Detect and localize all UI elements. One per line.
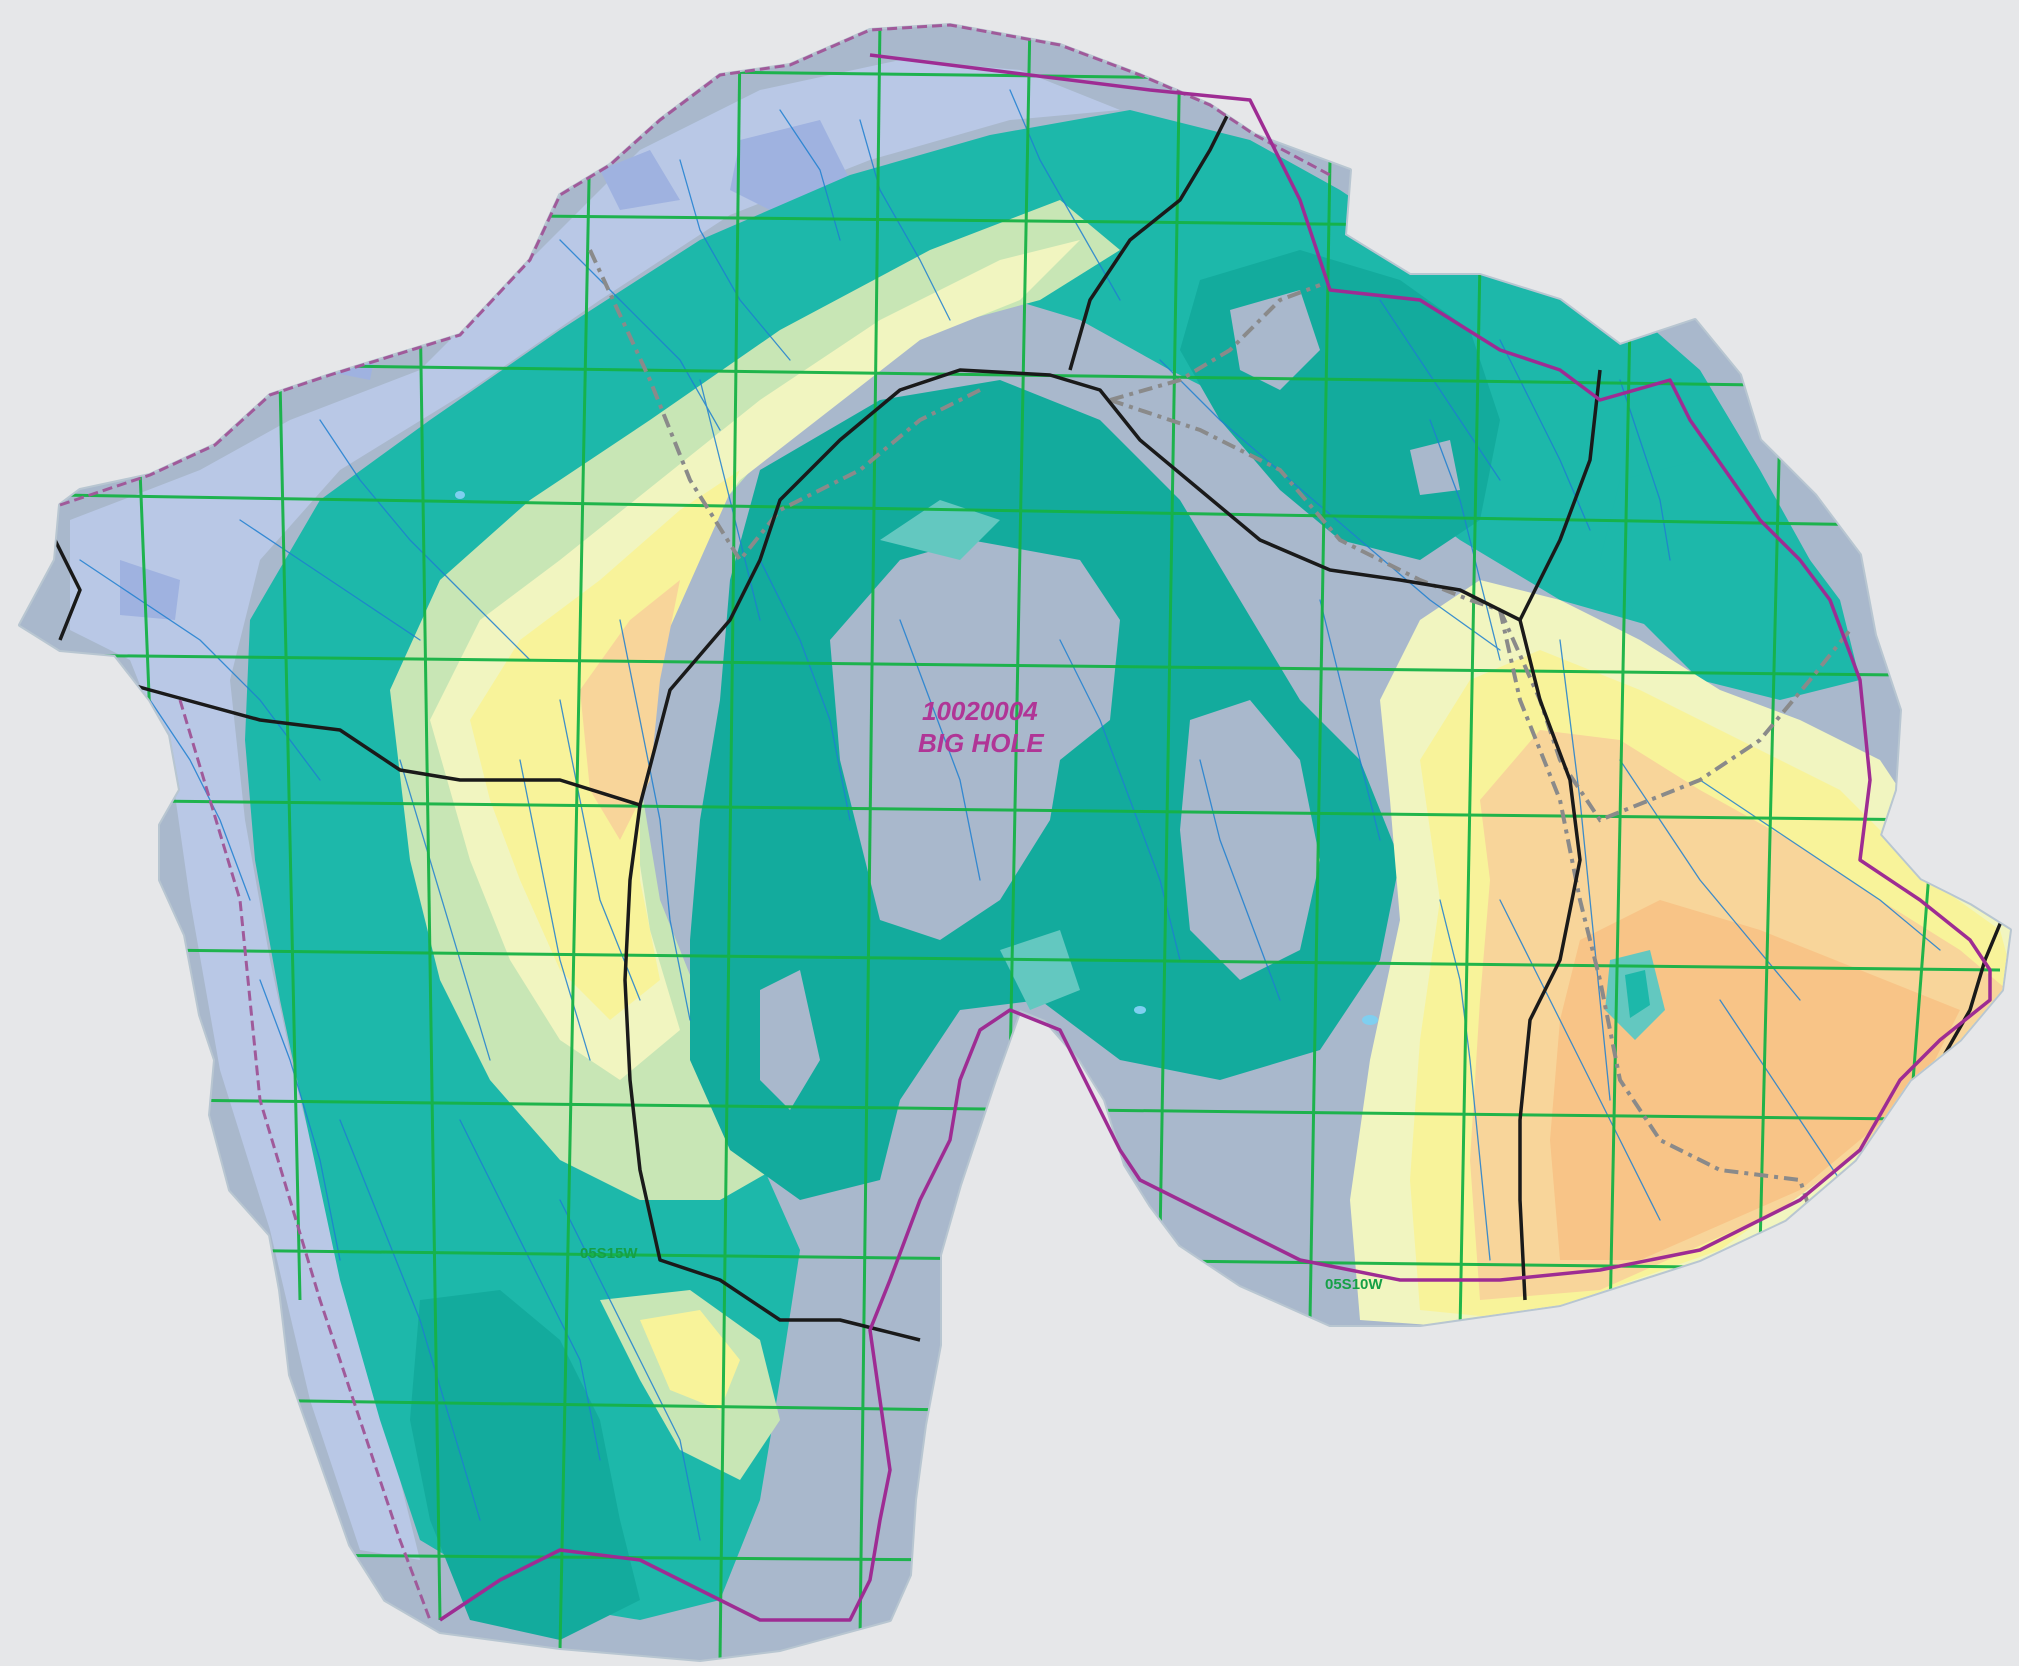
- township-label-west: 05S15W: [580, 1245, 638, 1262]
- stream-east-5: [1719, 999, 1841, 1181]
- stream-center-3: [759, 559, 851, 821]
- stream-mid-4: [1319, 599, 1381, 841]
- stream-west-2: [149, 699, 251, 901]
- basin-boundary: [59, 23, 1331, 1621]
- shade-light-blue-ring: [70, 60, 1120, 1560]
- stream-mid-5: [1429, 419, 1501, 661]
- grid-v-3: [418, 299, 442, 1621]
- shade-east-knob-core: [1625, 970, 1650, 1018]
- highway-east: [1518, 619, 1582, 1301]
- shade-yellow-south: [640, 1310, 740, 1410]
- grid-h-4: [59, 493, 1881, 527]
- grid-h-5: [39, 653, 1901, 677]
- grid-v-6: [858, 25, 882, 1641]
- grid-v-9: [1308, 159, 1332, 1321]
- stream-ne-2: [1379, 299, 1501, 481]
- road-gray-5: [1498, 609, 1822, 1241]
- highway-main-ns: [623, 804, 921, 1342]
- road-gray-1: [588, 249, 981, 564]
- stream-south-1: [339, 1119, 481, 1521]
- grid-v-10: [1458, 259, 1482, 1331]
- county-boundary: [439, 53, 1992, 1622]
- stream-center-4: [899, 619, 981, 881]
- secondary-roads: [588, 249, 1852, 1241]
- highway-north-spur: [1068, 89, 1242, 371]
- grid-v-8: [1158, 39, 1182, 1241]
- stream-south-2: [459, 1119, 601, 1461]
- stream-north-4: [1009, 89, 1121, 301]
- road-gray-2: [1109, 398, 1501, 612]
- water-body-3: [1134, 1006, 1146, 1014]
- stream-north-3: [859, 119, 951, 321]
- township-label-east: 05S10W: [1325, 1276, 1383, 1293]
- pls-grid: [39, 25, 2001, 1660]
- stream-center-2: [559, 699, 641, 1001]
- grid-v-1: [138, 469, 152, 721]
- shade-central-lowland: [830, 540, 1120, 940]
- stream-north-1: [559, 239, 721, 431]
- stream-ne-4: [1619, 379, 1671, 561]
- grid-v-4: [558, 129, 592, 1651]
- stream-center-1: [619, 619, 691, 1021]
- shade-periwinkle-patches: [120, 120, 850, 620]
- stream-east-4: [1499, 899, 1661, 1221]
- stream-mid-2: [519, 759, 591, 1061]
- grid-v-12: [1758, 419, 1782, 1251]
- highways: [48, 89, 2010, 1342]
- grid-v-7: [1008, 25, 1032, 1071]
- grid-v-5: [718, 39, 742, 1660]
- grid-v-2: [278, 379, 302, 1301]
- grid-h-10: [229, 1398, 961, 1412]
- stream-north-5: [779, 109, 841, 241]
- stream-east-6: [1439, 899, 1491, 1261]
- highway-ne: [1518, 369, 1602, 621]
- shade-orange-west: [580, 580, 680, 840]
- grid-v-11: [1608, 319, 1632, 1321]
- water-bodies: [455, 491, 1378, 1025]
- shade-central-lowland-2: [760, 700, 1320, 1110]
- grid-h-2: [439, 213, 1421, 227]
- hydrologic-unit-code: 10020004: [922, 696, 1038, 726]
- stream-north-2: [679, 159, 791, 361]
- stream-center-6: [1199, 759, 1281, 1001]
- stream-ne-3: [1499, 339, 1591, 531]
- hydrologic-unit-name: BIG HOLE: [918, 728, 1044, 758]
- stream-east-3: [1699, 779, 1941, 951]
- grid-h-3: [259, 363, 1761, 387]
- grid-h-6: [59, 798, 1941, 822]
- stream-south-4: [259, 979, 341, 1261]
- road-gray-3: [1109, 283, 1321, 402]
- stream-west-3: [319, 419, 531, 661]
- water-body-1: [1362, 1015, 1378, 1025]
- highway-central-arc: [638, 368, 1521, 806]
- water-body-2: [455, 491, 465, 499]
- highway-west: [48, 529, 641, 807]
- stream-mid-1: [399, 759, 491, 1061]
- stream-west-4: [239, 519, 421, 641]
- stream-east-1: [1559, 639, 1611, 1101]
- shade-gray-northeast: [1230, 290, 1460, 495]
- stream-west-1: [79, 559, 321, 781]
- grid-h-7: [149, 948, 2001, 972]
